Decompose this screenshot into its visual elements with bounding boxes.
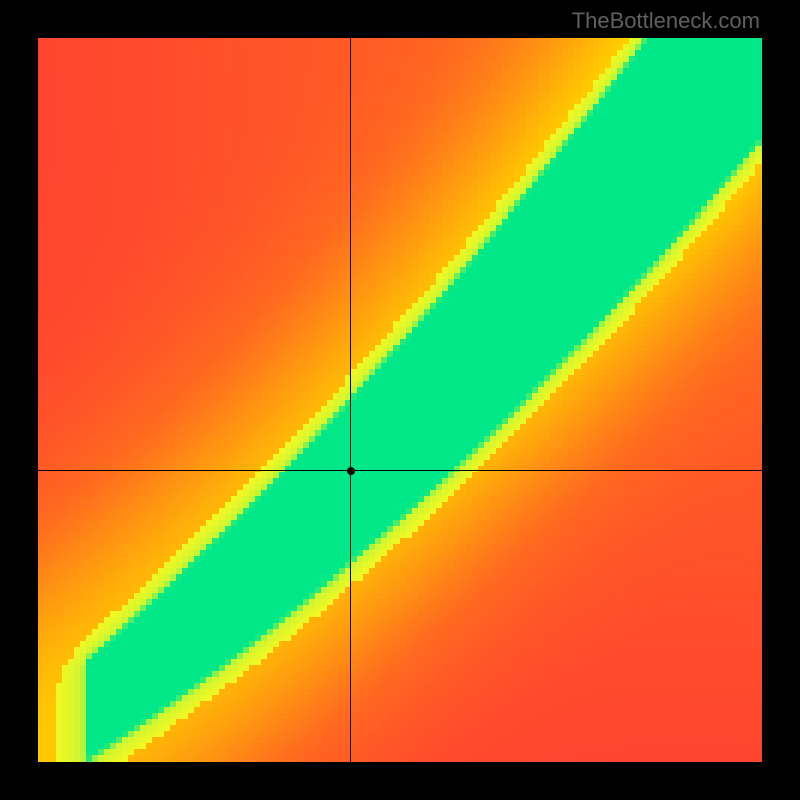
bottleneck-heatmap bbox=[38, 38, 762, 762]
crosshair-vertical bbox=[350, 38, 351, 762]
chart-container: TheBottleneck.com bbox=[0, 0, 800, 800]
crosshair-horizontal bbox=[38, 470, 762, 471]
watermark-text: TheBottleneck.com bbox=[572, 8, 760, 34]
crosshair-marker bbox=[347, 467, 355, 475]
